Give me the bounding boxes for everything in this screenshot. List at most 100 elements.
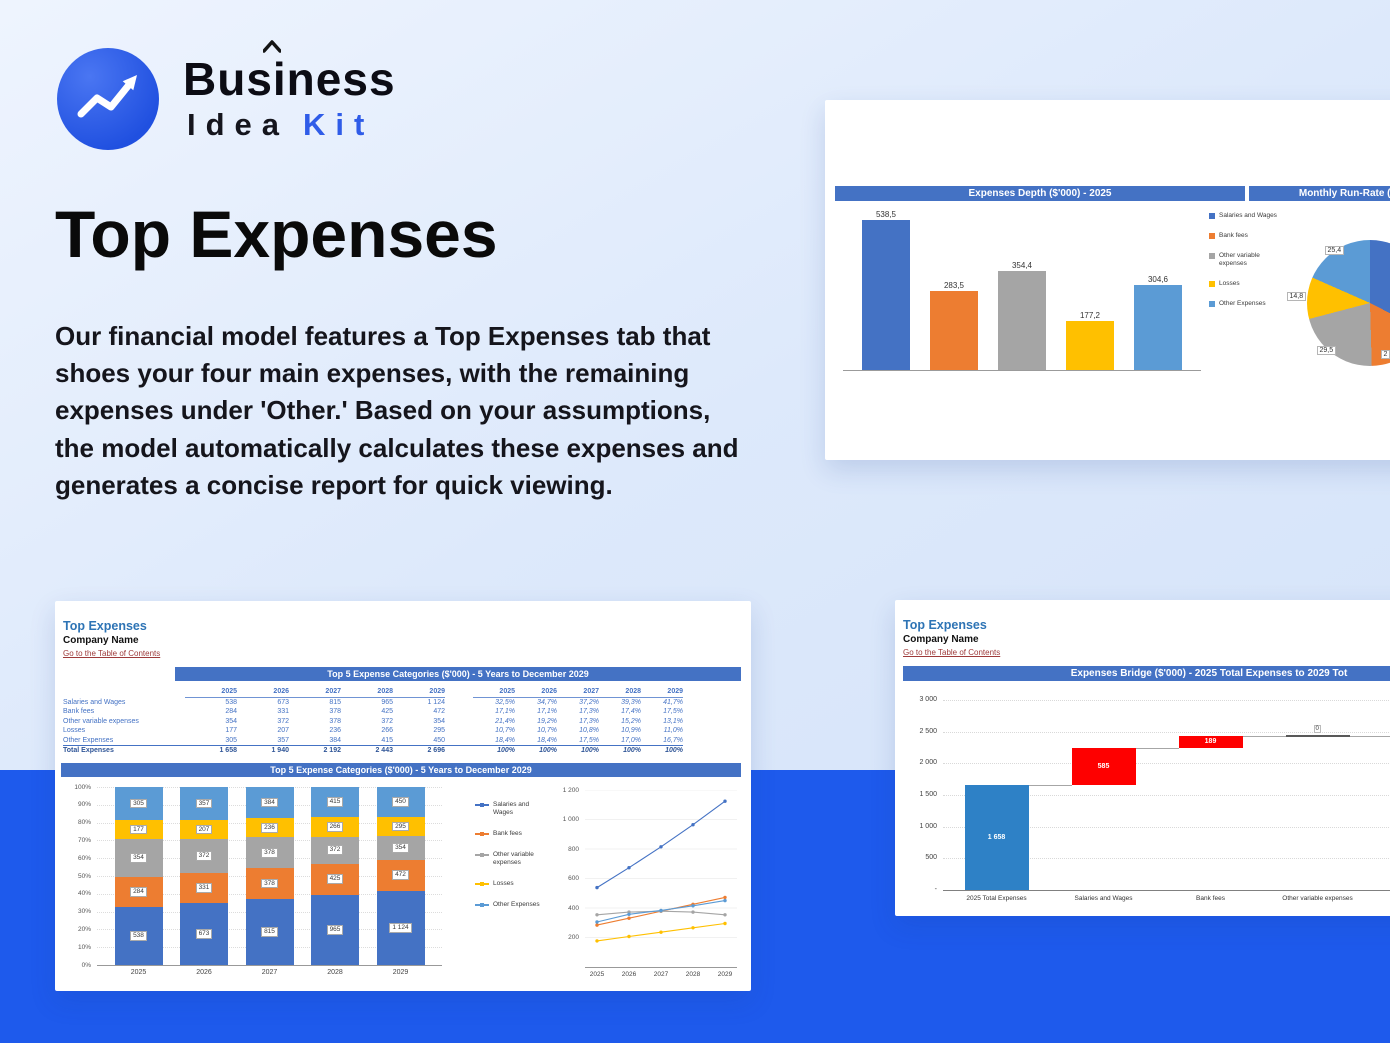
line-x-labels: 2025 2026 2027 2028 2029	[585, 971, 737, 981]
stacked-segment: 384	[245, 787, 294, 819]
legend-label: Other variable expenses	[493, 851, 534, 866]
legend-swatch	[1209, 233, 1215, 239]
row-label: Other Expenses	[63, 736, 114, 744]
table-cell: 15,2%	[621, 717, 641, 725]
stacked-y-axis: 100% 90% 80% 70% 60% 50% 40% 30% 20% 10% 0%	[63, 784, 93, 969]
legend-dot-marker	[480, 852, 484, 857]
bar-value-label: 354,4	[1011, 261, 1033, 270]
y-tick-label: 40%	[77, 890, 91, 898]
segment-value-label: 378	[261, 848, 278, 858]
table-cell: 32,5%	[495, 698, 515, 706]
brand-word-kit: Kit	[303, 107, 375, 142]
trend-arrow-icon	[77, 75, 137, 118]
stacked-segment: 538	[114, 907, 163, 965]
brand-logo-circle	[57, 48, 159, 150]
x-tick-label: Other variable expenses	[1282, 895, 1353, 902]
bridge-zero-marker	[1285, 734, 1350, 737]
toc-link[interactable]: Go to the Table of Contents	[63, 649, 161, 658]
brand-subname: Idea Kit	[187, 107, 374, 143]
table-cell: 34,7%	[537, 698, 557, 706]
gridline	[943, 700, 1390, 701]
company-name: Company Name	[903, 634, 979, 645]
stacked-segment: 372	[180, 838, 228, 873]
toc-link[interactable]: Go to the Table of Contents	[903, 648, 1001, 657]
x-tick-label: 2026	[621, 971, 637, 978]
legend-label: Salaries and Wages	[1219, 212, 1277, 219]
pie-label: 25,4	[1325, 246, 1344, 255]
stacked-segment: 207	[180, 819, 228, 839]
depth-bar-group: 354,4	[997, 261, 1047, 370]
legend-line-marker	[475, 881, 489, 886]
segment-value-label: 354	[130, 853, 147, 863]
line-y-axis: 1 200 1 000 800 600 400 200	[547, 787, 581, 967]
stacked-bar: 1 124 472 354 295 450	[376, 787, 425, 965]
stacked-bars: 538 284 354 177 305 673 331 372 207 357 815 378 378 2…	[97, 787, 442, 965]
stacked-segment: 472	[376, 859, 425, 891]
depth-bar	[862, 220, 910, 370]
depth-bar-group: 538,5	[861, 210, 911, 370]
table-cell: 2 443	[341, 745, 393, 756]
legend-dot-marker	[480, 802, 484, 807]
y-tick-label: 1 500	[919, 791, 937, 798]
stacked-segment: 357	[180, 787, 228, 820]
table-cell: 815	[329, 698, 341, 706]
table-cell: 266	[381, 727, 393, 734]
x-tick-label: 2029	[392, 969, 409, 976]
depth-bar	[1066, 321, 1114, 370]
caret-accent-icon	[263, 40, 281, 53]
x-tick-label: 2025	[589, 971, 605, 978]
runrate-chart-header: Monthly Run-Rate ($'000	[1249, 186, 1390, 201]
x-tick-label: 2028	[685, 971, 701, 978]
table-cell: 378	[329, 717, 341, 725]
table-cell: 354	[225, 717, 237, 725]
table-cell	[445, 745, 473, 756]
stacked-segment: 378	[245, 868, 294, 899]
year-header: 2028	[341, 687, 393, 698]
x-tick-label: 2027	[653, 971, 669, 978]
stacked-segment: 378	[245, 837, 294, 869]
table-cell: 378	[329, 708, 341, 715]
bridge-chart-header: Expenses Bridge ($'000) - 2025 Total Exp…	[903, 666, 1390, 681]
table-cell: 10,9%	[621, 727, 641, 734]
legend-item: Salaries and Wages	[475, 801, 545, 817]
year-header: 2026	[237, 687, 289, 698]
table-cell: 331	[277, 708, 289, 715]
table-cell: 41,7%	[663, 698, 683, 706]
pie-label: 29,5	[1317, 346, 1336, 355]
table-cell: 357	[277, 736, 289, 744]
table-cell: 384	[329, 736, 341, 744]
year-header: 2025	[185, 687, 237, 698]
year-header: 2027	[557, 687, 599, 698]
table-cell: 207	[277, 727, 289, 734]
stacked-segment: 354	[114, 838, 163, 877]
stacked-segment: 284	[114, 876, 163, 908]
table-cell: 17,3%	[579, 708, 599, 715]
pie-label: 2	[1381, 350, 1390, 359]
y-tick-label: 60%	[77, 854, 91, 862]
legend-item: Salaries and Wages	[1209, 212, 1289, 220]
x-tick-label: 2025 Total Expenses	[966, 895, 1027, 902]
bar-value-label: 1 658	[987, 833, 1006, 841]
segment-value-label: 965	[326, 925, 344, 935]
table-cell: 17,0%	[621, 736, 641, 744]
year-header: 2026	[515, 687, 557, 698]
table-cell: 19,2%	[537, 717, 557, 725]
depth-bar	[998, 271, 1046, 370]
table-cell: 17,1%	[495, 708, 515, 715]
segment-value-label: 305	[130, 798, 147, 809]
x-tick-label: Losses	[1371, 895, 1390, 902]
y-tick-label: 20%	[77, 925, 91, 933]
table-cell: 10,8%	[579, 727, 599, 734]
stacked-bar: 673 331 372 207 357	[180, 787, 228, 965]
table-cell: 1 940	[237, 745, 289, 756]
y-tick-label: 1 000	[562, 816, 579, 823]
legend-line-marker	[475, 802, 489, 807]
table-cell: 100%	[473, 745, 515, 756]
table-cell: 13,1%	[663, 717, 683, 725]
table-cell: 100%	[557, 745, 599, 756]
bridge-x-labels: 2025 Total Expenses Salaries and Wages Ban…	[943, 895, 1390, 911]
legend-label: Other Expenses	[1219, 300, 1266, 307]
table-cell: 450	[433, 736, 445, 744]
table-cell: 415	[381, 736, 393, 744]
